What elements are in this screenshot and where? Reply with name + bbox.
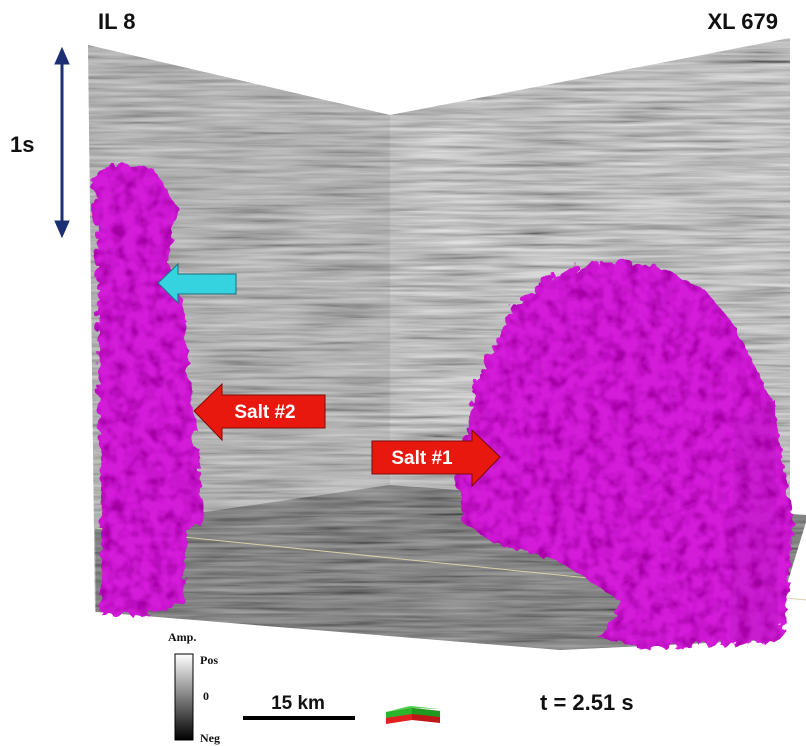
scale-bar: 15 km: [243, 693, 355, 718]
time-arrow: [55, 48, 69, 237]
salt-label: Salt #2: [234, 402, 295, 423]
colorbar-title: Amp.: [168, 630, 196, 644]
crossline-label: XL 679: [707, 9, 778, 34]
time-slice-label: t = 2.51 s: [540, 690, 634, 715]
figure: Salt #2 Salt #1 IL 8 XL 679 1s t = 2.51 …: [0, 0, 806, 746]
salt-label: Salt #1: [391, 448, 453, 469]
scale-bar-label: 15 km: [271, 693, 325, 714]
inline-label: IL 8: [98, 9, 136, 34]
colorbar-tick: Neg: [200, 731, 220, 745]
time-scale-label: 1s: [10, 132, 34, 157]
orientation-icon: [386, 706, 440, 724]
colorbar-tick: Pos: [200, 653, 218, 667]
colorbar-tick: 0: [203, 689, 209, 703]
colorbar: Amp. Pos 0 Neg: [168, 630, 220, 745]
